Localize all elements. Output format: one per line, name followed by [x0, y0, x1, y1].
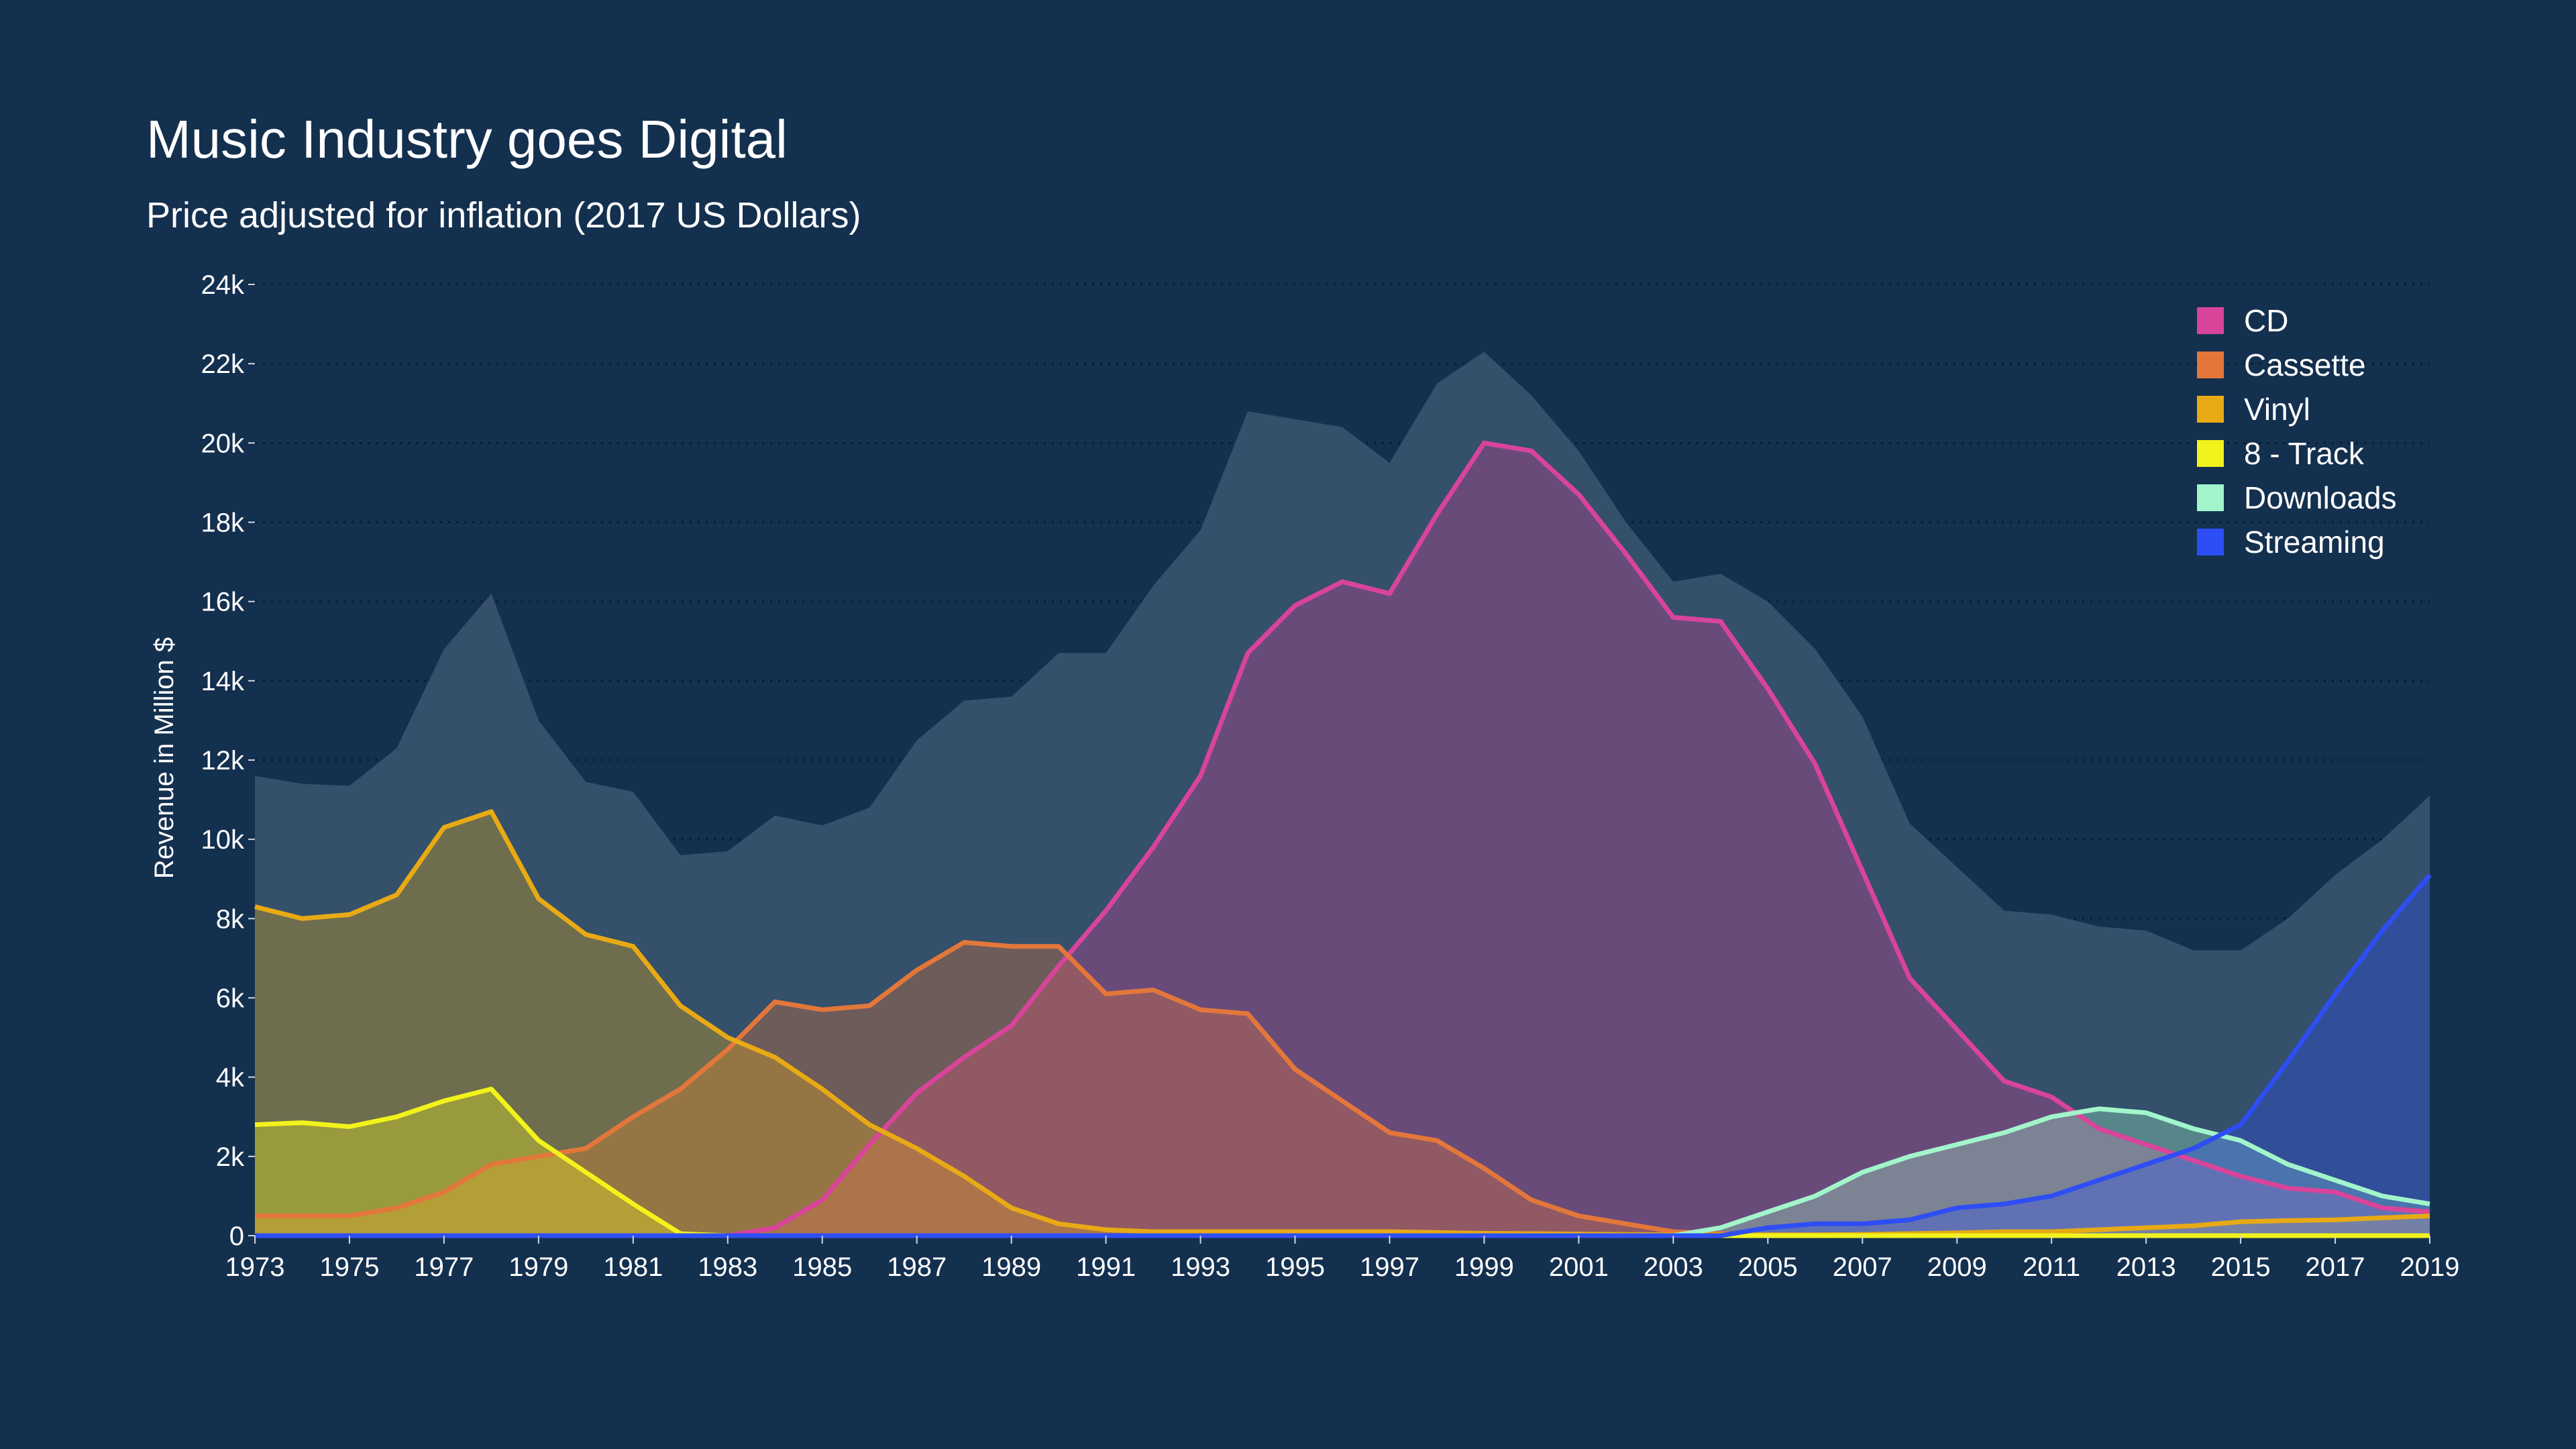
x-tick-label: 1981: [603, 1252, 663, 1282]
legend-item-downloads[interactable]: Downloads: [2197, 480, 2397, 515]
legend-label: Cassette: [2244, 347, 2366, 382]
legend-swatch: [2197, 307, 2224, 334]
downloads-area: [255, 1108, 2430, 1236]
x-tick-label: 2019: [2400, 1252, 2460, 1282]
y-tick-label: 20k: [201, 429, 245, 458]
x-tick-label: 1995: [1265, 1252, 1325, 1282]
legend-item-cd[interactable]: CD: [2197, 303, 2288, 338]
y-tick-label: 0: [229, 1222, 244, 1251]
x-tick-label: 2009: [1927, 1252, 1987, 1282]
streaming-line: [255, 873, 2432, 1238]
y-tick-label: 2k: [216, 1142, 245, 1172]
x-tick-label: 1985: [792, 1252, 852, 1282]
x-tick-label: 2003: [1644, 1252, 1703, 1282]
x-tick-label: 1989: [981, 1252, 1041, 1282]
x-tick-label: 1977: [414, 1252, 474, 1282]
y-tick-label: 12k: [201, 746, 245, 775]
x-tick-label: 1979: [508, 1252, 568, 1282]
x-tick-label: 2011: [2023, 1252, 2080, 1282]
vinyl-line: [254, 809, 2430, 1238]
legend-swatch: [2197, 440, 2224, 467]
legend-swatch: [2197, 529, 2224, 555]
vinyl-area: [255, 811, 2430, 1236]
x-tick-label: 2007: [1833, 1252, 1892, 1282]
legend-label: CD: [2244, 303, 2288, 338]
legend-item-8-track[interactable]: 8 - Track: [2197, 436, 2365, 471]
x-tick-label: 1999: [1454, 1252, 1514, 1282]
legend-label: Vinyl: [2244, 392, 2310, 427]
y-tick-label: 10k: [201, 825, 245, 855]
x-tick-label: 2013: [2116, 1252, 2176, 1282]
y-tick-label: 22k: [201, 350, 245, 379]
streaming-area: [255, 875, 2430, 1236]
x-tick-label: 2005: [1738, 1252, 1798, 1282]
legend-swatch: [2197, 484, 2224, 511]
y-tick-label: 24k: [201, 270, 245, 300]
legend-item-vinyl[interactable]: Vinyl: [2197, 392, 2310, 427]
x-tick-label: 1983: [698, 1252, 757, 1282]
total-area: [255, 352, 2430, 1236]
y-tick-label: 4k: [216, 1063, 245, 1093]
chart-subtitle: Price adjusted for inflation (2017 US Do…: [146, 195, 861, 235]
x-tick-label: 2015: [2211, 1252, 2271, 1282]
y-tick-label: 16k: [201, 588, 245, 617]
x-tick-label: 2001: [1549, 1252, 1609, 1282]
8-track-area: [255, 1089, 2430, 1236]
cd-area: [255, 443, 2430, 1236]
legend-item-streaming[interactable]: Streaming: [2197, 525, 2385, 559]
x-tick-label: 2017: [2306, 1252, 2365, 1282]
legend-label: Downloads: [2244, 480, 2397, 515]
chart-title: Music Industry goes Digital: [146, 109, 788, 169]
x-tick-label: 1993: [1171, 1252, 1230, 1282]
legend-swatch: [2197, 396, 2224, 423]
y-axis-label: Revenue in Million $: [150, 637, 179, 879]
cassette-area: [255, 942, 2430, 1236]
y-tick-label: 6k: [216, 984, 245, 1014]
legend-label: Streaming: [2244, 525, 2385, 559]
legend-item-cassette[interactable]: Cassette: [2197, 347, 2366, 382]
y-tick-label: 18k: [201, 508, 245, 538]
x-tick-label: 1991: [1076, 1252, 1136, 1282]
x-tick-label: 1973: [225, 1252, 285, 1282]
legend-swatch: [2197, 352, 2224, 378]
y-tick-label: 14k: [201, 667, 245, 696]
legend-label: 8 - Track: [2244, 436, 2365, 471]
x-tick-label: 1975: [319, 1252, 379, 1282]
x-tick-label: 1987: [887, 1252, 947, 1282]
x-tick-label: 1997: [1360, 1252, 1419, 1282]
y-tick-label: 8k: [216, 904, 245, 934]
